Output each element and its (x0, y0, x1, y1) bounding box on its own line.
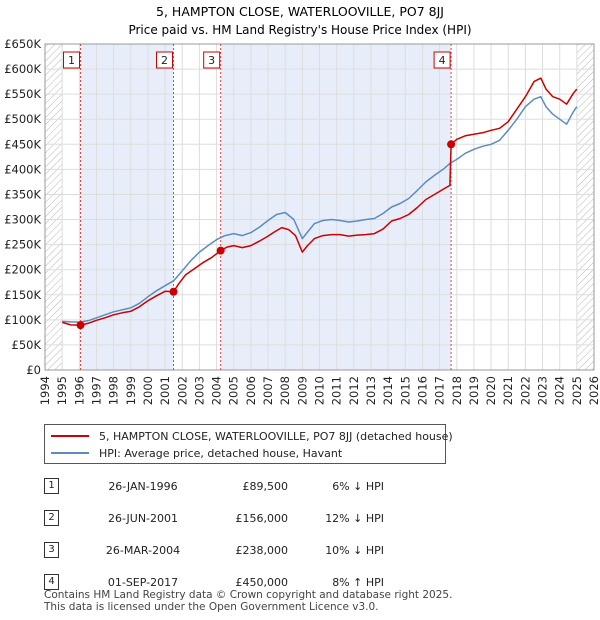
y-tick-label: £450K (4, 137, 41, 151)
hpi-series-line (62, 95, 578, 323)
y-tick-label: £50K (12, 338, 42, 352)
attribution-line-1: Contains HM Land Registry data © Crown c… (44, 589, 453, 601)
table-row: 4 01-SEP-2017 £450,000 8% ↑ HPI (44, 566, 384, 598)
sale-number-badge: 3 (44, 542, 59, 558)
legend-label-hpi: HPI: Average price, detached house, Hava… (99, 446, 343, 460)
sale-hpi-change: 8% ↑ HPI (332, 575, 384, 589)
chart-title: 5, HAMPTON CLOSE, WATERLOOVILLE, PO7 8JJ (156, 4, 444, 19)
sales-table: 1 26-JAN-1996 £89,500 6% ↓ HPI 2 26-JUN-… (44, 470, 384, 598)
y-tick-label: £400K (4, 162, 41, 176)
x-tick-label: 2012 (347, 376, 361, 405)
hatch-region-end (576, 44, 594, 370)
y-tick-label: £650K (4, 37, 41, 51)
sale-number-label: 1 (68, 54, 75, 67)
x-tick-label: 2008 (278, 376, 292, 405)
legend-swatch-property (51, 435, 89, 437)
chart-subtitle: Price paid vs. HM Land Registry's House … (128, 23, 471, 37)
attribution-line-2: This data is licensed under the Open Gov… (44, 601, 379, 613)
x-tick-label: 2001 (158, 376, 172, 405)
sale-price: £450,000 (235, 575, 289, 589)
sale-number-box (63, 51, 81, 69)
sale-number-box (156, 51, 174, 69)
x-tick-label: 2011 (330, 376, 344, 405)
sale-price: £156,000 (235, 511, 289, 525)
plot-border (44, 43, 595, 371)
x-tick-label: 2005 (227, 376, 241, 405)
sale-number-box (203, 51, 221, 69)
sale-hpi-change: 6% ↓ HPI (332, 479, 384, 493)
x-tick-label: 2006 (244, 376, 258, 405)
x-tick-label: 2019 (467, 376, 481, 405)
x-tick-label: 2022 (518, 376, 532, 405)
sale-number-box (433, 51, 451, 69)
price-chart: 5, HAMPTON CLOSE, WATERLOOVILLE, PO7 8JJ… (4, 4, 600, 405)
x-tick-label: 2017 (433, 376, 447, 405)
hatch-region-start (45, 44, 63, 370)
x-tick-label: 2015 (398, 376, 412, 405)
x-tick-label: 2009 (295, 376, 309, 405)
sale-number-label: 3 (208, 54, 215, 67)
x-tick-label: 2013 (364, 376, 378, 405)
y-tick-label: £100K (4, 313, 41, 327)
legend-item-hpi: HPI: Average price, detached house, Hava… (51, 445, 342, 461)
sale-point-marker (169, 287, 178, 296)
y-tick-label: £500K (4, 112, 41, 126)
sale-date: 26-JUN-2001 (107, 511, 179, 525)
y-tick-label: £600K (4, 62, 41, 76)
sale-number-label: 4 (439, 54, 446, 67)
sale-number-label: 2 (161, 54, 168, 67)
sale-number-badge: 2 (44, 510, 59, 526)
sale-date: 01-SEP-2017 (107, 575, 179, 589)
sale-number-badge: 4 (44, 574, 59, 590)
y-tick-label: £250K (4, 238, 41, 252)
x-tick-label: 2026 (587, 376, 600, 405)
x-tick-label: 2007 (261, 376, 275, 405)
sale-hpi-change: 12% ↓ HPI (325, 511, 384, 525)
x-tick-label: 1995 (55, 376, 69, 405)
legend-label-property: 5, HAMPTON CLOSE, WATERLOOVILLE, PO7 8JJ… (99, 429, 453, 443)
y-tick-label: £350K (4, 187, 41, 201)
sale-price: £89,500 (242, 479, 289, 493)
y-tick-label: £550K (4, 87, 41, 101)
legend-swatch-hpi (51, 452, 89, 454)
y-tick-label: £300K (4, 213, 41, 227)
x-tick-label: 1999 (124, 376, 138, 405)
x-tick-label: 2024 (553, 376, 567, 405)
sale-number-badge: 1 (44, 478, 59, 494)
x-tick-label: 2021 (501, 376, 515, 405)
table-row: 2 26-JUN-2001 £156,000 12% ↓ HPI (44, 502, 384, 534)
sale-point-marker (447, 140, 456, 149)
x-tick-label: 2000 (141, 376, 155, 405)
sale-date: 26-JAN-1996 (108, 479, 178, 493)
sale-point-marker (216, 246, 225, 255)
sale-price: £238,000 (235, 543, 289, 557)
x-tick-label: 2020 (484, 376, 498, 405)
x-tick-label: 2014 (381, 376, 395, 405)
x-tick-label: 2003 (192, 376, 206, 405)
y-tick-label: £150K (4, 288, 41, 302)
x-tick-label: 2016 (415, 376, 429, 405)
y-tick-label: £200K (4, 263, 41, 277)
chart-legend: 5, HAMPTON CLOSE, WATERLOOVILLE, PO7 8JJ… (44, 424, 453, 464)
property-series-line (61, 77, 578, 326)
x-tick-label: 2018 (450, 376, 464, 405)
legend-item-property: 5, HAMPTON CLOSE, WATERLOOVILLE, PO7 8JJ… (51, 428, 453, 444)
table-row: 3 26-MAR-2004 £238,000 10% ↓ HPI (44, 534, 384, 566)
y-tick-label: £0 (26, 363, 41, 377)
x-tick-label: 2010 (313, 376, 327, 405)
x-tick-label: 2025 (570, 376, 584, 405)
ownership-shade-region (220, 44, 452, 370)
sale-hpi-change: 10% ↓ HPI (325, 543, 384, 557)
attribution-footer: Contains HM Land Registry data © Crown c… (44, 589, 452, 613)
table-row: 1 26-JAN-1996 £89,500 6% ↓ HPI (44, 470, 384, 502)
x-tick-label: 1994 (38, 376, 52, 405)
x-tick-label: 1997 (89, 376, 103, 405)
x-tick-label: 2004 (210, 376, 224, 405)
x-tick-label: 2002 (175, 376, 189, 405)
x-tick-label: 2023 (536, 376, 550, 405)
sale-date: 26-MAR-2004 (105, 543, 181, 557)
sale-point-marker (76, 321, 85, 330)
x-tick-label: 1996 (72, 376, 86, 405)
x-tick-label: 1998 (107, 376, 121, 405)
